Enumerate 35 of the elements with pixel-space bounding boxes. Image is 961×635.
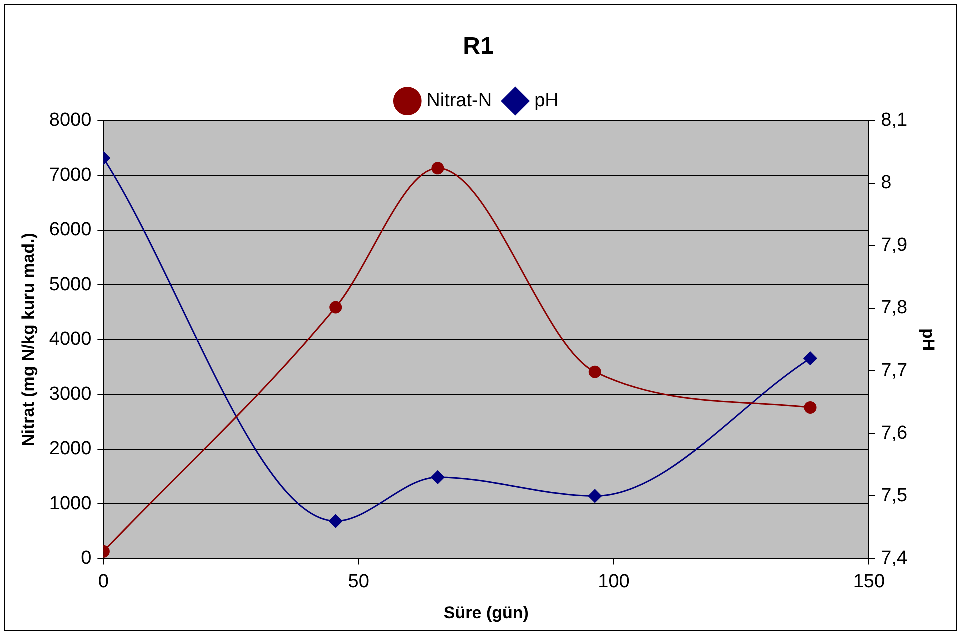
y-tick-label: 2000	[49, 438, 92, 460]
point	[431, 470, 445, 484]
x-tick-label: 100	[598, 571, 630, 592]
point	[804, 352, 818, 366]
x-tick-label: 50	[348, 571, 370, 592]
y-tick-label: 4000	[49, 329, 92, 350]
x-tick-label: 150	[853, 571, 886, 592]
y-axis-title: Nitrat (mg N/kg kuru mad.)	[18, 233, 38, 447]
y2-tick-label: 7,8	[881, 298, 908, 319]
y2-axis-title: pH	[919, 328, 938, 352]
y-tick-label: 1000	[49, 493, 92, 514]
y2-tick-label: 8	[881, 172, 892, 194]
point	[329, 514, 343, 528]
y-tick-label: 5000	[49, 274, 92, 296]
y2-tick-label: 7,6	[881, 422, 908, 444]
y-tick-label: 7000	[49, 164, 92, 186]
x-tick-label: 0	[98, 571, 109, 592]
point	[588, 366, 602, 378]
y2-tick-label: 7,4	[881, 548, 908, 570]
y2-tick-label: 7,9	[881, 235, 908, 256]
x-axis-title: Süre (gün)	[444, 603, 529, 622]
y2-tick-label: 7,5	[881, 485, 908, 506]
y-tick-label: 0	[81, 548, 92, 570]
y2-tick-label: 8,1	[881, 110, 908, 132]
y-tick-label: 8000	[49, 110, 92, 132]
legend-label: pH	[534, 90, 559, 112]
y2-tick-label: 7,7	[881, 360, 908, 382]
point	[432, 162, 444, 175]
point	[588, 489, 602, 503]
point	[804, 401, 817, 414]
y-tick-label: 3000	[49, 384, 92, 405]
y-tick-label: 6000	[49, 220, 92, 241]
legend-label: Nitrat-N	[426, 90, 492, 112]
point	[330, 301, 342, 314]
chart-title: R1	[463, 33, 494, 60]
